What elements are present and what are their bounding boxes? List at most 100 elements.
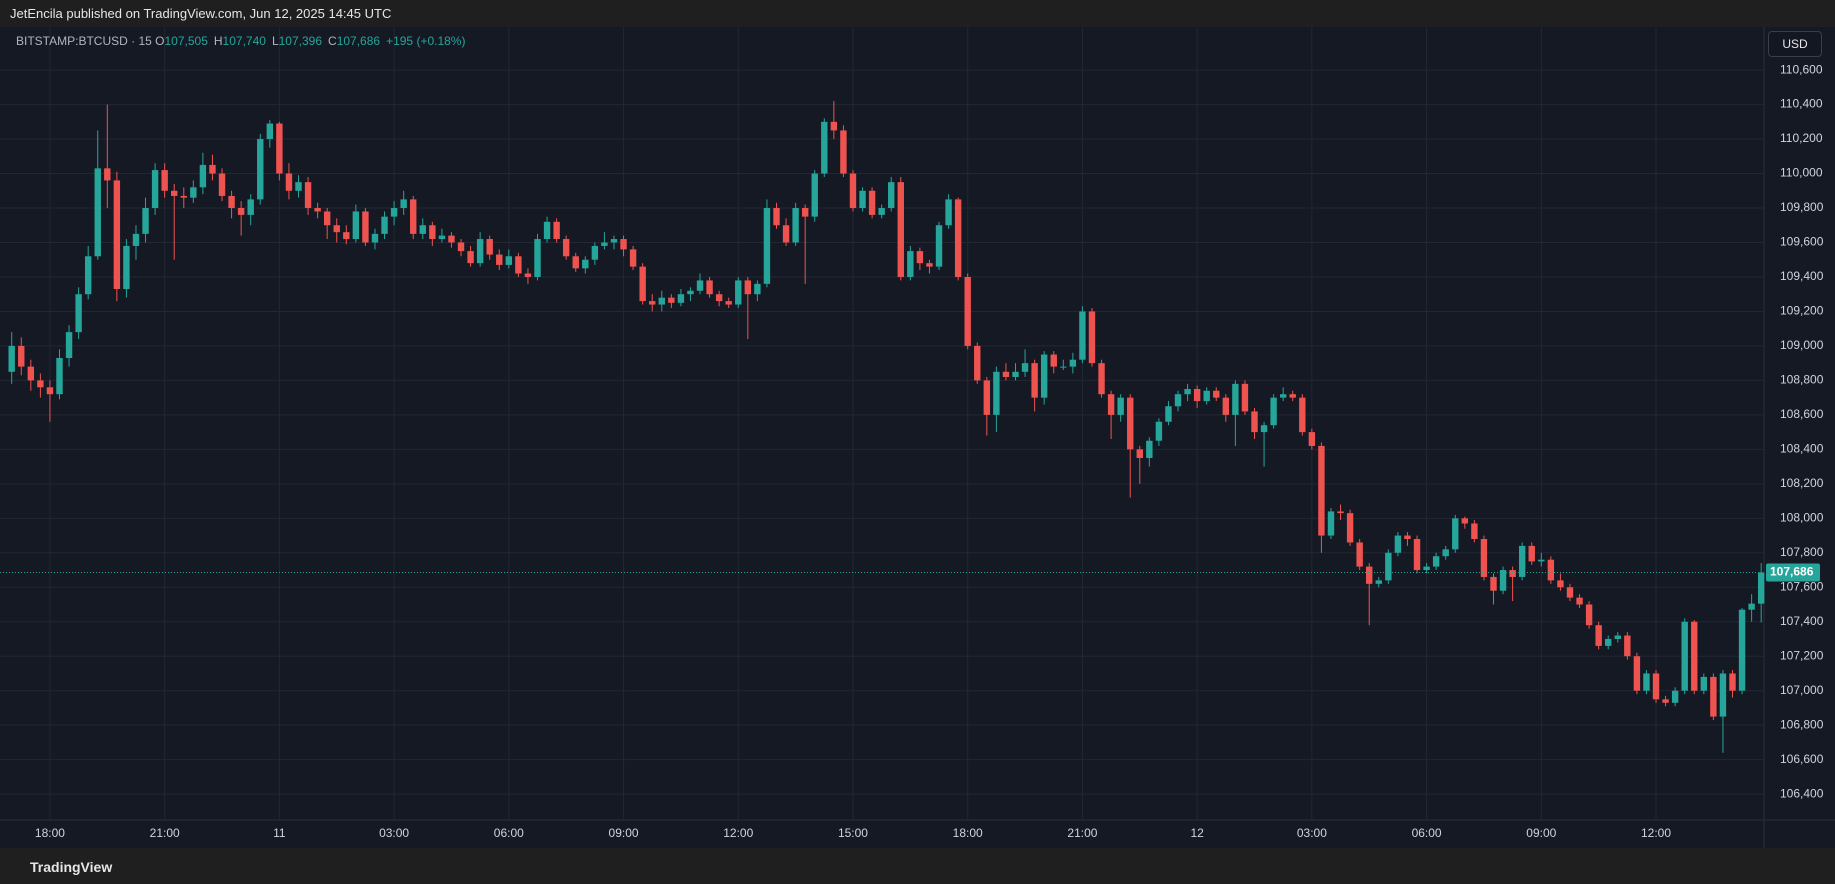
candle-body: [993, 371, 1000, 415]
y-tick-label: 107,200: [1780, 648, 1824, 662]
candle-body: [1251, 411, 1258, 433]
candle-body: [926, 263, 933, 267]
candle-body: [534, 239, 541, 277]
x-tick-label: 12:00: [723, 826, 753, 840]
currency-button[interactable]: USD: [1768, 31, 1822, 57]
candle-body: [314, 208, 321, 212]
y-tick-label: 110,400: [1780, 97, 1823, 111]
candle-body: [907, 251, 914, 277]
candle-body: [1643, 673, 1650, 691]
candle-body: [801, 208, 809, 217]
candle-body: [190, 187, 197, 198]
candle-body: [333, 225, 340, 233]
candle-body: [209, 164, 216, 174]
candle-body: [591, 245, 599, 260]
candle-body: [620, 239, 627, 250]
candle-body: [1576, 597, 1583, 605]
candle-body: [658, 297, 665, 305]
candle-body: [859, 190, 866, 209]
candle-body: [228, 195, 235, 209]
candle-body: [37, 380, 44, 388]
publish-bar: JetEncila published on TradingView.com, …: [0, 0, 1835, 27]
candle-body: [1681, 621, 1688, 691]
candle-body: [649, 301, 656, 305]
candle-body: [1060, 366, 1067, 368]
x-tick-label: 18:00: [35, 826, 65, 840]
candle-body: [8, 345, 15, 372]
candle-body: [142, 208, 149, 234]
candle-body: [276, 123, 283, 174]
candle-body: [1432, 556, 1440, 567]
candle-body: [1193, 389, 1201, 402]
candle-body: [1232, 383, 1239, 415]
candle-body: [343, 232, 350, 240]
candle-body: [151, 170, 159, 209]
candle-body: [1557, 580, 1564, 588]
candle-body: [1165, 406, 1172, 422]
candle-body: [171, 190, 178, 196]
ohlc-legend: BITSTAMP:BTCUSD · 15 O107,505 H107,740 L10…: [16, 34, 471, 48]
candle-body: [1203, 390, 1210, 402]
candle-body: [1671, 690, 1679, 703]
x-tick-label: 09:00: [609, 826, 639, 840]
candle-body: [1710, 676, 1717, 717]
candle-body: [400, 199, 407, 209]
candle-body: [1366, 566, 1373, 584]
candle-body: [677, 294, 685, 303]
c-value: 107,686: [336, 34, 381, 48]
candle-body: [773, 208, 780, 226]
candle-body: [1146, 440, 1153, 458]
candle-body: [868, 190, 876, 215]
candle-body: [304, 182, 312, 209]
candle-body: [1002, 371, 1010, 377]
candle-body: [1700, 676, 1708, 691]
candle-body: [1346, 513, 1354, 543]
x-tick-label: 21:00: [1067, 826, 1097, 840]
candle-body: [1614, 635, 1621, 639]
candle-body: [1155, 421, 1163, 441]
candle-body: [132, 233, 140, 246]
candle-body: [218, 173, 226, 196]
candle-body: [1127, 397, 1134, 450]
candle-body: [706, 280, 713, 295]
candle-body: [1757, 572, 1765, 604]
candle-body: [18, 345, 25, 367]
candle-body: [1518, 545, 1526, 577]
candle-body: [1289, 394, 1296, 398]
candle-body: [84, 256, 92, 295]
candle-body: [1375, 580, 1382, 584]
candle-body: [629, 249, 637, 267]
candle-body: [1069, 359, 1077, 367]
candle-body: [247, 199, 254, 215]
candle-body: [496, 254, 503, 265]
candle-body: [1490, 576, 1497, 591]
candle-body: [715, 294, 723, 302]
candle-body: [1021, 363, 1029, 372]
candle-body: [1279, 394, 1287, 398]
candle-body: [94, 168, 101, 257]
candle-body: [1499, 570, 1507, 591]
candle-body: [1241, 383, 1249, 412]
candle-body: [1136, 449, 1143, 458]
y-tick-label: 109,200: [1780, 304, 1824, 318]
l-value: 107,396: [278, 34, 323, 48]
candle-body: [1738, 609, 1746, 691]
publisher: JetEncila published on TradingView.com, …: [10, 6, 392, 21]
chart: 106,400 106,600 106,800 107,000 107,200 107,4…: [0, 27, 1835, 848]
candle-body: [1547, 559, 1555, 581]
x-tick-label: 09:00: [1526, 826, 1556, 840]
candle-body: [1471, 523, 1478, 540]
candle-body: [696, 280, 704, 291]
candle-body: [515, 256, 522, 274]
candle-body: [725, 301, 732, 305]
x-tick-label: 06:00: [494, 826, 524, 840]
candle-body: [1184, 389, 1191, 395]
candle-body: [104, 168, 111, 181]
x-tick-label: 12:00: [1641, 826, 1671, 840]
x-tick-label: 03:00: [1297, 826, 1327, 840]
h-value: 107,740: [222, 34, 266, 48]
chart-bg: [0, 27, 1835, 848]
candle-body: [161, 170, 168, 191]
candle-body: [1729, 673, 1736, 691]
